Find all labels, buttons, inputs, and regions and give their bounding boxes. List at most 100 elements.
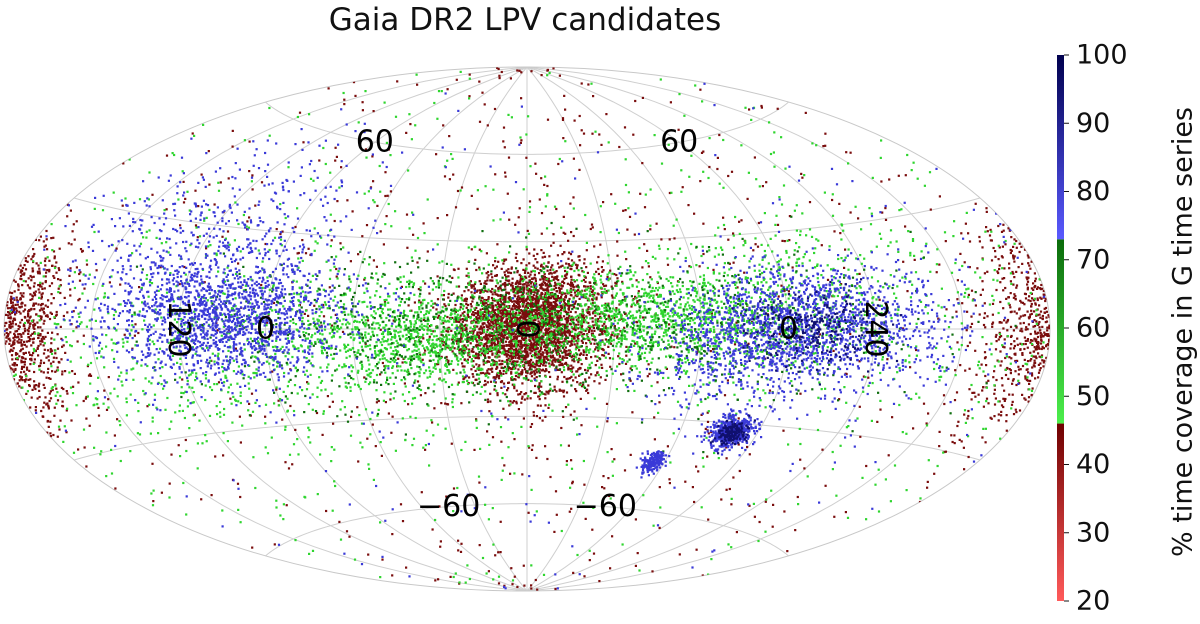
data-point [41,292,44,295]
data-point [549,351,552,354]
data-point [649,276,652,279]
data-point [571,354,574,357]
data-point [580,339,583,342]
data-point [592,324,595,327]
data-point [494,363,497,366]
data-point [636,552,639,555]
data-point [591,132,594,135]
data-point [499,551,502,554]
data-point [546,184,549,188]
data-point [554,490,558,493]
data-point [597,320,600,323]
data-point [561,118,565,121]
data-point [448,178,451,181]
data-point [56,366,59,369]
data-point [217,381,221,384]
data-point [1036,345,1039,348]
data-point [1021,262,1024,265]
data-point [23,370,26,373]
data-point [557,351,560,354]
data-point [1019,329,1022,332]
data-point [801,176,804,179]
data-point [707,432,710,435]
data-point [55,313,58,316]
data-point [113,434,116,437]
data-point [985,343,988,346]
data-point [727,174,730,178]
data-point [519,354,522,357]
data-point [95,269,98,272]
data-point [20,376,23,379]
data-point [473,287,476,290]
data-point [447,296,450,299]
data-point [565,262,568,265]
data-point [639,192,642,195]
data-point [563,356,566,359]
data-point [1046,326,1049,329]
data-point [598,382,601,385]
data-point [596,261,599,264]
data-point [804,111,807,114]
data-point [505,359,509,362]
data-point [563,350,566,354]
data-point [181,378,184,381]
data-point [421,358,424,361]
data-point [730,170,734,173]
data-point [486,328,489,332]
data-point [29,298,32,301]
data-point [609,269,612,272]
data-point [134,323,137,326]
data-point [473,319,476,322]
data-point [500,440,503,443]
data-point [569,352,572,355]
data-point [551,356,555,359]
data-point [512,322,515,325]
data-point [31,294,34,297]
data-point [974,202,977,205]
data-point [525,264,528,267]
data-point [603,322,606,325]
data-point [610,448,613,451]
data-point [576,342,579,345]
data-point [1041,317,1044,320]
data-point [552,336,555,340]
data-point [1010,403,1014,406]
data-point [601,312,604,315]
data-point [601,339,604,342]
data-point [42,322,45,325]
data-point [528,339,532,342]
data-point [309,373,312,376]
data-point [1004,373,1008,377]
data-point [520,372,523,375]
data-point [1039,288,1042,291]
data-point [987,402,990,405]
data-point [486,334,489,337]
data-point [512,400,515,403]
data-point [559,317,562,320]
data-point [554,302,557,305]
data-point [494,309,497,312]
data-point [41,415,44,418]
data-point [275,388,278,391]
data-point [456,313,459,316]
data-point [456,363,460,366]
data-point [517,216,520,219]
data-point [328,405,331,408]
data-point [460,348,463,351]
data-point [502,372,505,375]
data-point [1029,351,1032,354]
data-point [458,340,461,343]
data-point [21,343,24,346]
data-point [586,369,589,372]
data-point [535,342,538,345]
data-point [1019,299,1022,302]
data-point [735,531,738,534]
data-point [530,291,533,294]
data-point [594,364,597,367]
data-point [623,296,626,299]
data-point [524,358,527,361]
data-point [58,428,61,431]
data-point [543,183,546,186]
data-point [1040,347,1043,351]
data-point [564,331,568,334]
